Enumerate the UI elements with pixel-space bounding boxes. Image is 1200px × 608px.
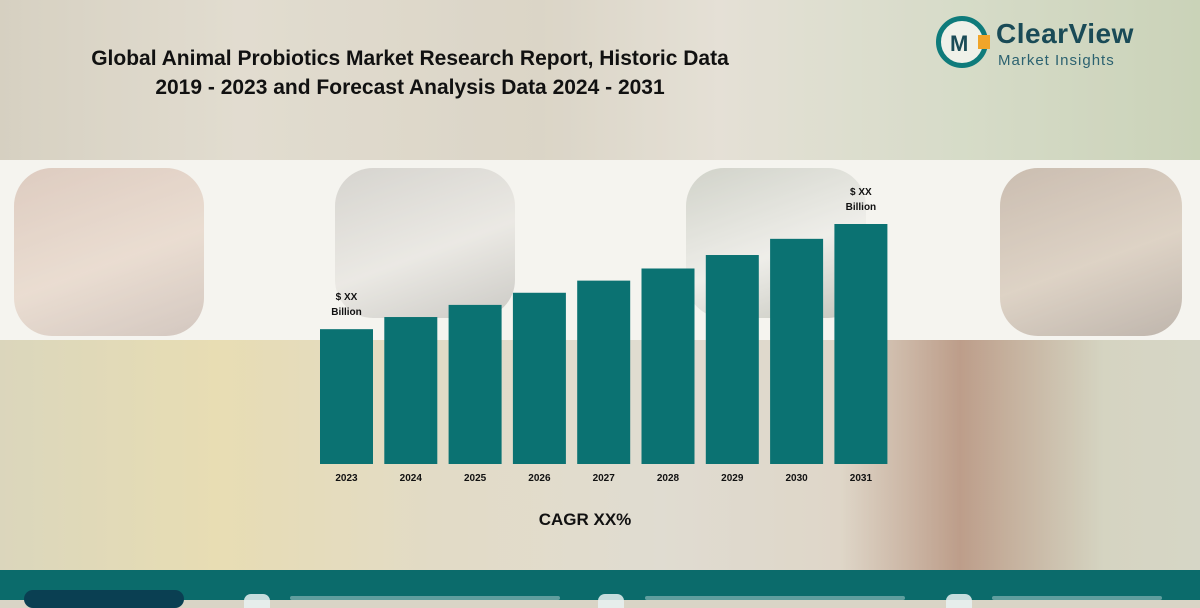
footer-contact-pill	[24, 590, 184, 608]
tick-label-2026: 2026	[528, 473, 551, 484]
logo-mark-letter: M	[950, 31, 969, 56]
sheep-photo	[335, 168, 515, 318]
tick-label-2028: 2028	[657, 473, 680, 484]
bar-2024	[384, 317, 438, 464]
cagr-label: CAGR XX%	[538, 510, 632, 529]
value-label-2031-unit: Billion	[846, 202, 877, 213]
footer-phone-text	[992, 596, 1162, 600]
background-top-photos	[0, 0, 1200, 160]
bar-2025	[448, 304, 502, 464]
footer-bar	[0, 570, 1200, 608]
pigs-photo	[14, 168, 204, 336]
value-label-2023-amount: $ XX	[336, 292, 358, 303]
tick-label-2029: 2029	[721, 473, 744, 484]
logo-mark-icon: M	[936, 16, 990, 68]
tick-label-2027: 2027	[593, 473, 616, 484]
phone-icon	[946, 594, 972, 608]
footer-email-text	[645, 596, 905, 600]
logo-tagline: Market Insights	[998, 52, 1115, 69]
tick-label-2030: 2030	[785, 473, 808, 484]
value-annotations: $ XX Billion $ XX Billion	[331, 187, 876, 318]
horses-photo	[1000, 168, 1182, 336]
bar-2031	[834, 224, 888, 464]
bar-2027	[577, 280, 631, 464]
tick-label-2025: 2025	[464, 473, 487, 484]
clearview-logo: M ClearView Market Insights	[936, 16, 1166, 72]
value-label-2031-amount: $ XX	[850, 187, 872, 198]
bar-2030	[770, 238, 824, 464]
bar-2023	[320, 329, 373, 464]
globe-icon	[244, 594, 270, 608]
value-label-2023-unit: Billion	[331, 307, 362, 318]
tick-label-2031: 2031	[850, 473, 873, 484]
bar-2028	[641, 268, 695, 464]
logo-name: ClearView	[996, 18, 1134, 49]
bar-series	[320, 224, 888, 464]
x-axis-tick-labels: 2023 2024 2025 2026 2027 2028 2029 2030 2031	[335, 473, 872, 484]
tick-label-2024: 2024	[400, 473, 423, 484]
title-line-2: 2019 - 2023 and Forecast Analysis Data 2…	[155, 76, 665, 99]
tick-label-2023: 2023	[335, 473, 358, 484]
report-title: Global Animal Probiotics Market Research…	[40, 44, 780, 102]
mail-icon	[598, 594, 624, 608]
bar-2026	[512, 292, 566, 464]
bar-2029	[705, 255, 759, 464]
title-line-1: Global Animal Probiotics Market Research…	[91, 47, 729, 70]
footer-website-text	[290, 596, 560, 600]
